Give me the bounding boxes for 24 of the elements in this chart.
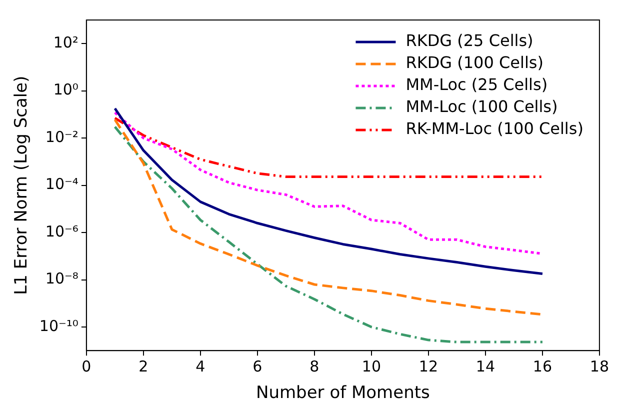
x-tick-label: 2	[138, 357, 148, 376]
y-tick-label: 10⁻⁸	[45, 270, 78, 288]
x-tick-label: 16	[532, 357, 552, 376]
y-tick-label: 10⁰	[53, 80, 78, 99]
x-tick-label: 6	[252, 357, 262, 376]
x-tick-label: 18	[590, 357, 610, 376]
y-tick-label: 10⁻⁴	[45, 175, 78, 194]
y-axis-title: L1 Error Norm (Log Scale)	[12, 76, 32, 295]
x-axis-title: Number of Moments	[256, 383, 430, 404]
x-tick-label: 0	[82, 357, 92, 376]
legend-label: RKDG (25 Cells)	[406, 31, 534, 50]
x-tick-label: 10	[362, 357, 381, 376]
x-tick-label: 8	[310, 357, 320, 376]
y-tick-label: 10⁻²	[45, 128, 78, 146]
y-tick-label: 10⁻¹⁰	[39, 316, 78, 335]
y-tick-label: 10²	[53, 34, 78, 52]
legend-label: MM-Loc (25 Cells)	[406, 75, 548, 94]
x-tick-label: 14	[476, 357, 495, 376]
y-tick-label: 10⁻⁶	[45, 222, 78, 240]
legend-label: RKDG (100 Cells)	[406, 53, 544, 72]
x-tick-label: 12	[418, 357, 438, 376]
x-tick-label: 4	[196, 357, 206, 376]
legend-label: RK-MM-Loc (100 Cells)	[406, 119, 584, 138]
legend-label: MM-Loc (100 Cells)	[406, 97, 558, 116]
